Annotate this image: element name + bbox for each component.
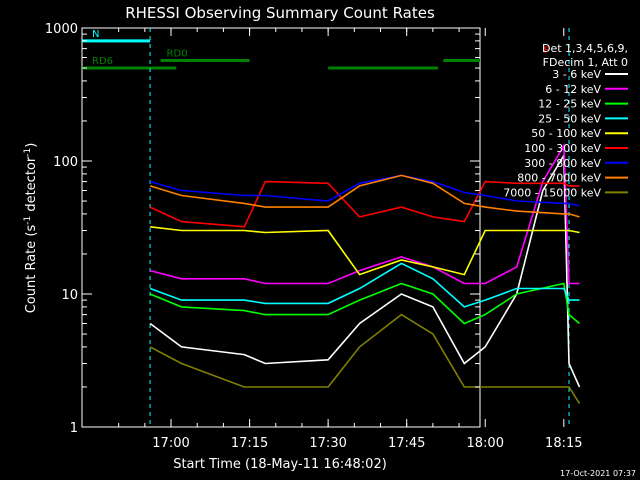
y-axis-label-mid: detector [24, 156, 39, 216]
plot-frame [81, 27, 481, 428]
y-tick-label: 1 [70, 421, 78, 436]
legend-entry-label: 800 - 7000 keV [517, 172, 601, 185]
series-line-4 [150, 226, 580, 276]
series-line-0 [149, 152, 581, 388]
y-axis-label-end: ) [24, 143, 39, 148]
flag-label-rd0: RD0 [167, 48, 188, 59]
x-tick-label: 18:15 [545, 436, 582, 451]
x-tick-label: 17:15 [231, 436, 268, 451]
legend-header-line: Det 1,3,4,5,6,9, [542, 42, 628, 55]
chart-title: RHESSI Observing Summary Count Rates [125, 4, 435, 22]
footer-date: 17-Oct-2021 07:37 [560, 469, 636, 478]
y-axis-label-main: Count Rate (s [24, 225, 39, 314]
legend: Det 1,3,4,5,6,9,FDecim 1, Att 03 - 6 keV… [503, 42, 628, 199]
x-axis-label: Start Time (18-May-11 16:48:02) [173, 457, 387, 472]
legend-entry-label: 50 - 100 keV [531, 127, 601, 140]
y-axis-label-sup2: -1 [23, 148, 33, 157]
legend-header-line: FDecim 1, Att 0 [543, 56, 628, 69]
x-tick-label: 17:45 [388, 436, 425, 451]
flag-label-n: N [92, 29, 99, 40]
y-tick-label: 10 [61, 288, 78, 303]
series-line-8 [149, 313, 581, 405]
y-axis-label: Count Rate (s-1 detector-1) [23, 143, 39, 314]
flag-label-f: F [544, 46, 550, 57]
legend-entry-label: 12 - 25 keV [538, 98, 601, 111]
legend-entry-label: 100 - 300 keV [524, 142, 601, 155]
series-line-6 [149, 174, 580, 207]
axes-layer: 1 10 100 1000 17:00 17:15 17:30 17:45 18:00 18:15 [45, 22, 583, 451]
legend-entry-label: 6 - 12 keV [545, 83, 601, 96]
legend-entry-label: 300 - 800 keV [524, 157, 601, 170]
flag-layer: N F RD0 RD6 [82, 28, 570, 427]
series-line-3 [149, 262, 580, 308]
y-tick-label: 1000 [45, 22, 78, 37]
series-line-2 [149, 282, 581, 325]
legend-entry-label: 25 - 50 keV [538, 112, 601, 125]
series-line-5 [149, 180, 580, 228]
x-tick-label: 17:00 [152, 436, 189, 451]
x-tick-label: 17:30 [309, 436, 346, 451]
y-axis-label-sup1: -1 [23, 216, 33, 225]
x-tick-label: 18:00 [467, 436, 504, 451]
flag-label-rd6: RD6 [92, 56, 113, 67]
y-tick-label: 100 [53, 155, 78, 170]
plot-area [81, 27, 481, 428]
series-line-7 [149, 174, 580, 218]
legend-entry-label: 7000 - 15000 keV [503, 186, 601, 199]
legend-entry-label: 3 - 6 keV [552, 68, 601, 81]
series-layer [149, 143, 581, 405]
